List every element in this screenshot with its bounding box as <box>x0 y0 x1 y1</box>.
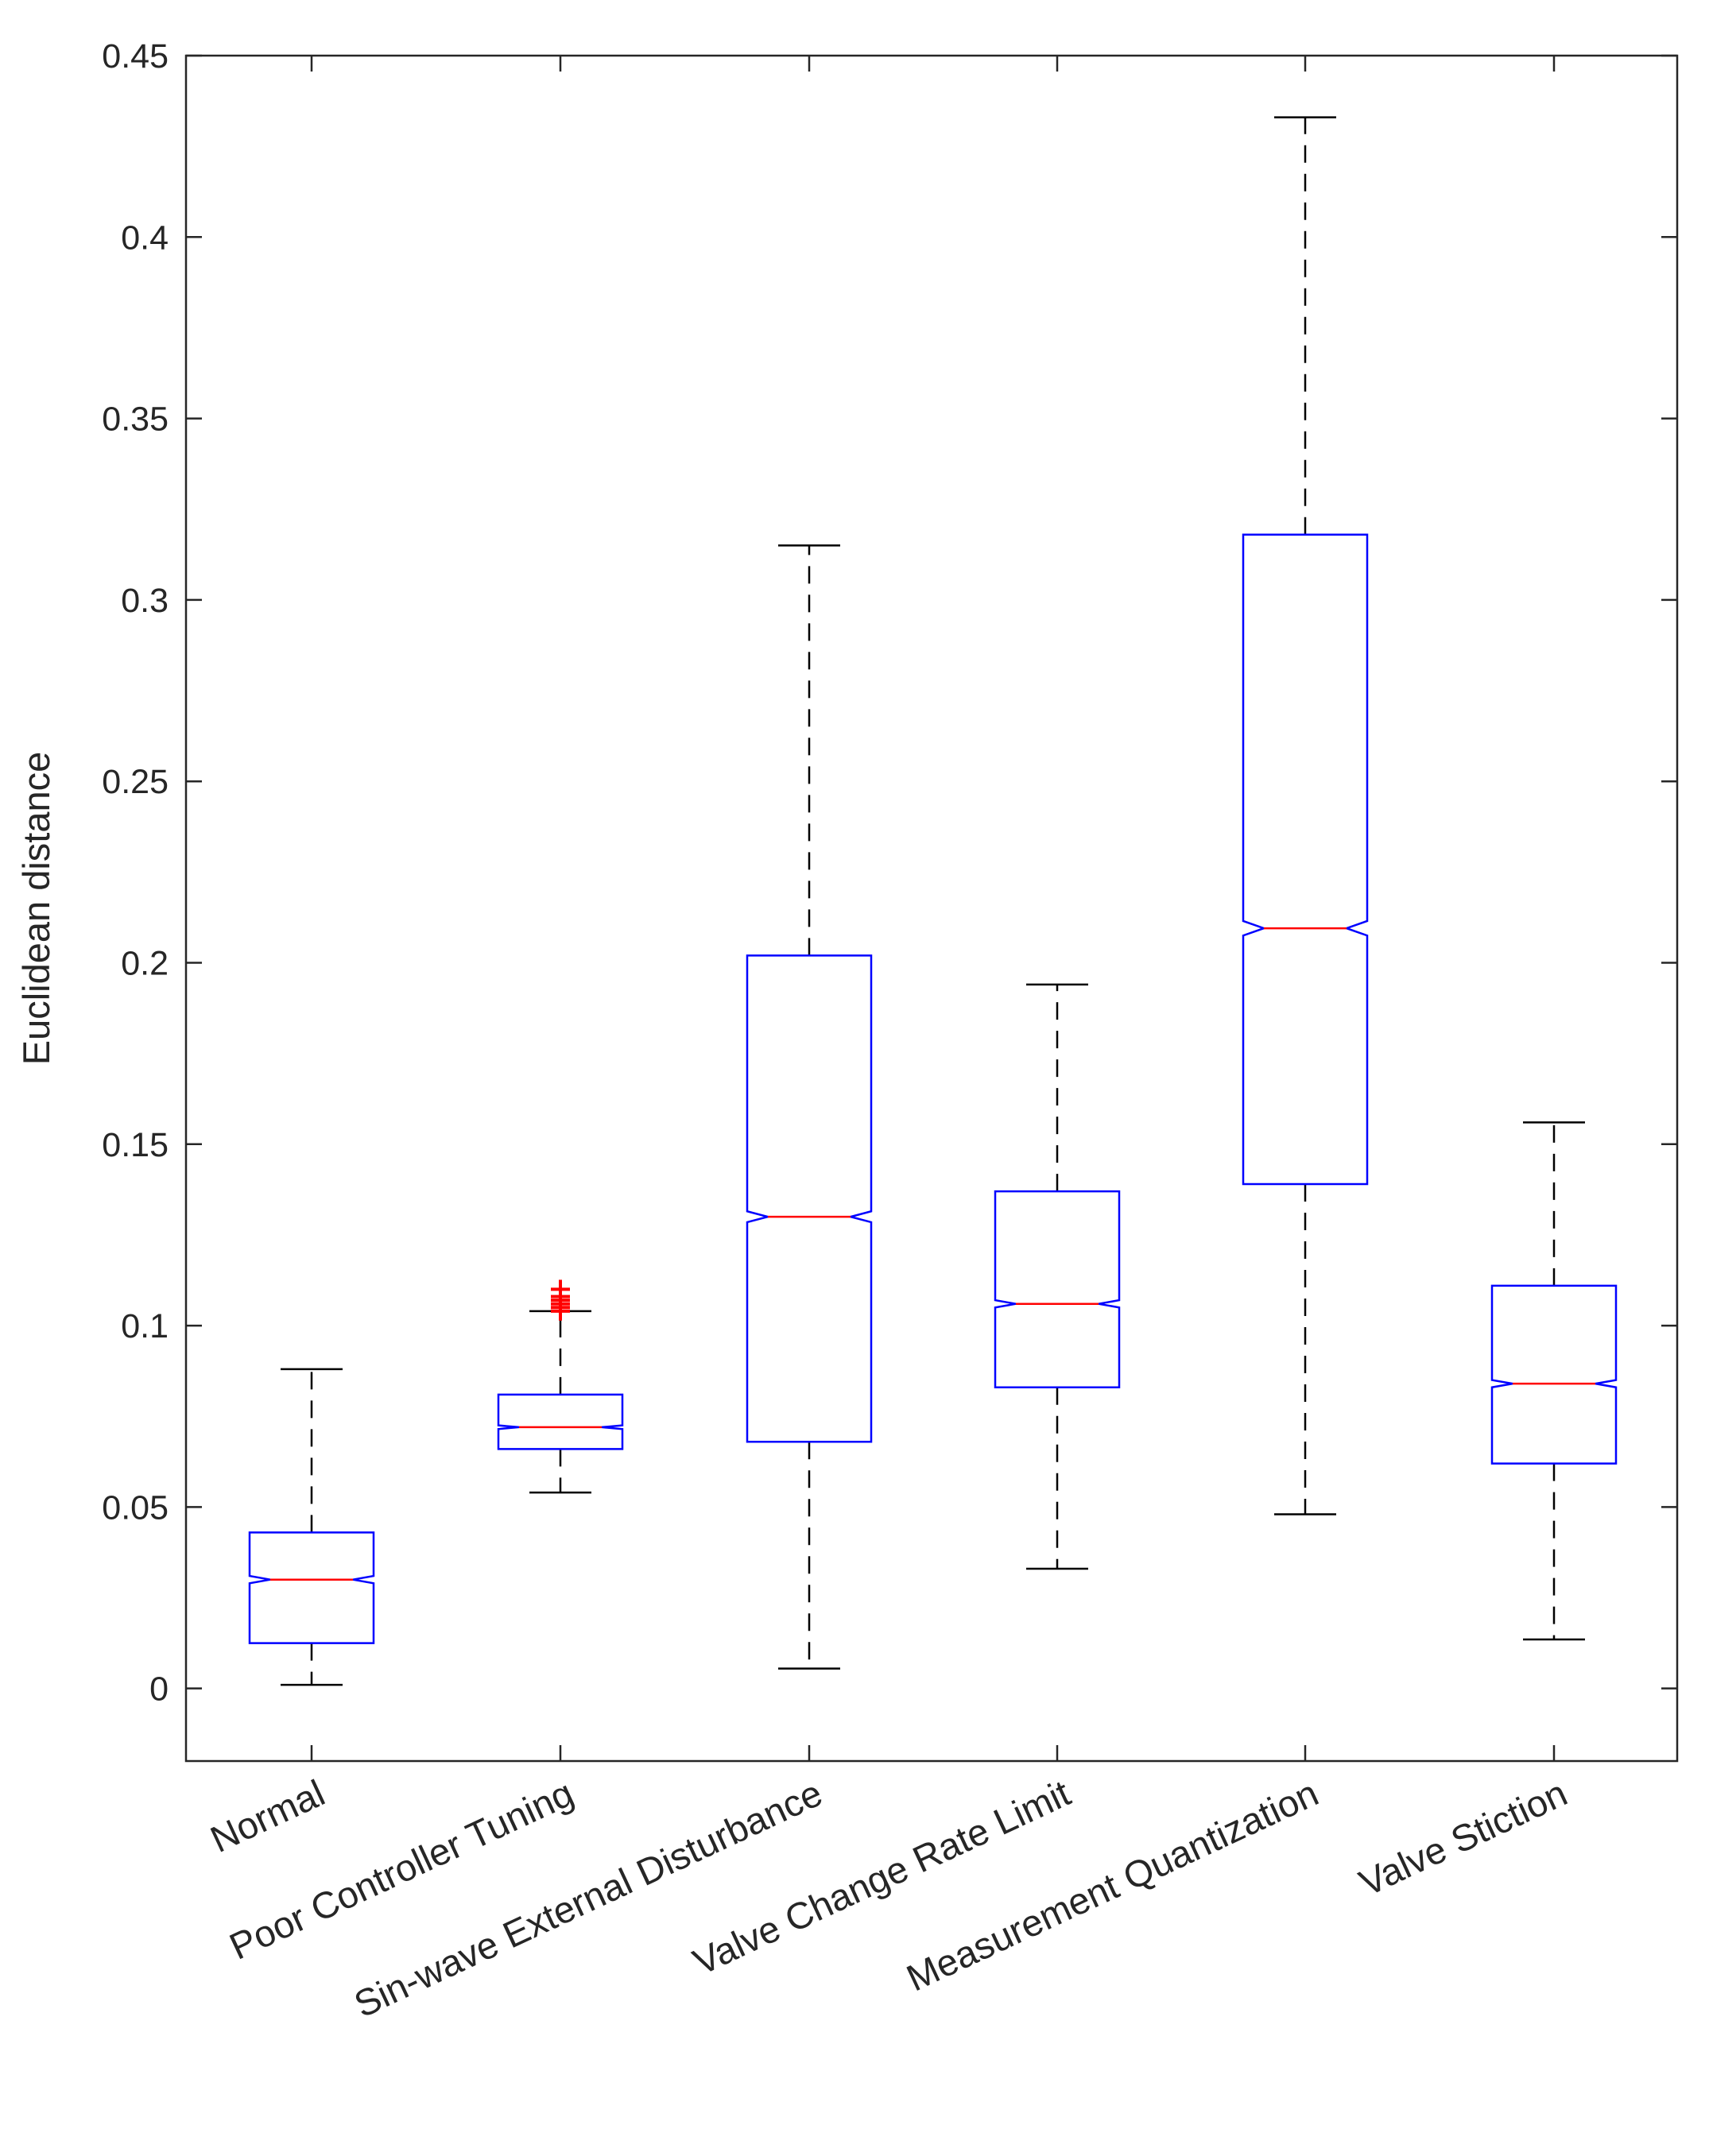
x-category-label: Normal <box>204 1771 331 1860</box>
box-group <box>497 1279 624 1494</box>
x-axis-ticks <box>310 56 1556 1761</box>
x-category-label: Measurement Quantization <box>900 1771 1324 1999</box>
y-tick-label: 0.25 <box>102 763 169 801</box>
y-axis-title: Euclidean distance <box>15 752 57 1066</box>
x-category-label: Valve Stiction <box>1353 1771 1573 1904</box>
box-group <box>248 1368 375 1686</box>
box-group <box>1490 1121 1618 1641</box>
box-group <box>994 983 1121 1570</box>
y-tick-label: 0.15 <box>102 1126 169 1164</box>
y-axis-ticks <box>186 54 1677 1690</box>
y-tick-label: 0.2 <box>121 944 169 982</box>
notched-box <box>1242 533 1369 1186</box>
box-group <box>1242 116 1369 1515</box>
x-category-label: Sin-wave External Disturbance <box>347 1771 828 2026</box>
y-tick-label: 0.05 <box>102 1488 169 1527</box>
notched-box <box>497 1393 624 1450</box>
notched-box <box>1490 1284 1618 1465</box>
y-tick-label: 0.45 <box>102 37 169 75</box>
y-axis-tick-labels: 0 0.05 0.1 0.15 0.2 0.25 0.3 0.35 0.4 0.45 <box>102 37 169 1709</box>
box-group <box>746 544 873 1670</box>
y-tick-label: 0.1 <box>121 1307 169 1345</box>
notched-box <box>746 954 873 1443</box>
notched-box <box>994 1190 1121 1388</box>
plot-area <box>184 54 1679 1763</box>
y-tick-label: 0 <box>149 1670 169 1709</box>
y-tick-label: 0.3 <box>121 582 169 620</box>
y-tick-label: 0.35 <box>102 401 169 439</box>
y-tick-label: 0.4 <box>121 219 169 257</box>
boxes <box>248 116 1618 1686</box>
notched-box <box>248 1531 375 1644</box>
